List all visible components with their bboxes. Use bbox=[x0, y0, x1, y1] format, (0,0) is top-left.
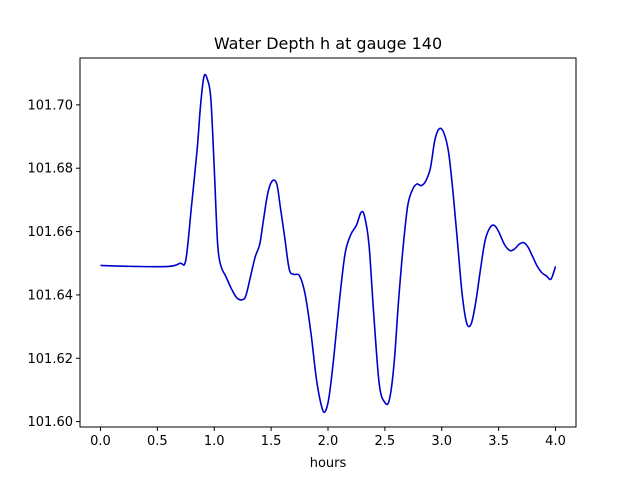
plot-frame bbox=[79, 57, 577, 428]
y-axis: 101.60 101.62 101.64 101.66 101.68 101.70 bbox=[28, 98, 80, 430]
x-axis: 0.0 0.5 1.0 1.5 2.0 2.5 3.0 3.5 4.0 bbox=[90, 427, 566, 449]
x-axis-label: hours bbox=[310, 456, 347, 471]
y-tick-label: 101.60 bbox=[28, 415, 74, 430]
x-tick-label: 4.0 bbox=[545, 434, 566, 449]
x-tick-label: 2.0 bbox=[318, 434, 339, 449]
x-tick-label: 3.0 bbox=[431, 434, 452, 449]
y-tick-label: 101.62 bbox=[28, 352, 74, 367]
y-tick-label: 101.70 bbox=[28, 98, 74, 113]
x-tick-label: 1.5 bbox=[261, 434, 282, 449]
x-tick-label: 0.0 bbox=[90, 434, 111, 449]
y-tick-label: 101.66 bbox=[28, 225, 74, 240]
chart-title: Water Depth h at gauge 140 bbox=[214, 34, 442, 53]
x-tick-label: 2.5 bbox=[375, 434, 396, 449]
x-tick-label: 0.5 bbox=[147, 434, 168, 449]
x-tick-label: 3.5 bbox=[488, 434, 509, 449]
plot-area bbox=[79, 57, 577, 428]
series-line-0 bbox=[100, 73, 557, 414]
y-tick-label: 101.64 bbox=[28, 288, 74, 303]
y-tick-label: 101.68 bbox=[28, 162, 74, 177]
x-tick-label: 1.0 bbox=[204, 434, 225, 449]
